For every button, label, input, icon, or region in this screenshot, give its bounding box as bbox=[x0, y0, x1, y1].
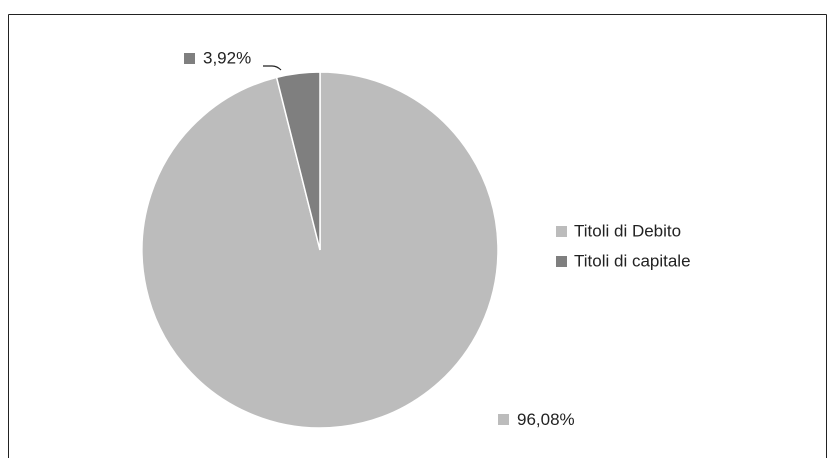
pie-slices bbox=[141, 71, 499, 429]
legend: Titoli di Debito Titoli di capitale bbox=[556, 222, 691, 271]
legend-item-titoli-di-debito: Titoli di Debito bbox=[556, 222, 681, 241]
data-label-swatch bbox=[184, 53, 195, 64]
legend-label: Titoli di Debito bbox=[574, 222, 681, 241]
data-label-value: 3,92% bbox=[203, 49, 251, 68]
pie-slice-titoli-di-capitale bbox=[275, 71, 321, 251]
legend-swatch bbox=[556, 226, 567, 237]
legend-label: Titoli di capitale bbox=[574, 252, 691, 271]
legend-swatch bbox=[556, 256, 567, 267]
data-label-value: 96,08% bbox=[517, 410, 575, 429]
legend-item-titoli-di-capitale: Titoli di capitale bbox=[556, 252, 691, 271]
data-label-titoli-di-debito: 96,08% bbox=[498, 410, 575, 429]
leader-line bbox=[263, 65, 282, 71]
data-label-swatch bbox=[498, 414, 509, 425]
data-label-titoli-di-capitale: 3,92% bbox=[184, 49, 251, 68]
